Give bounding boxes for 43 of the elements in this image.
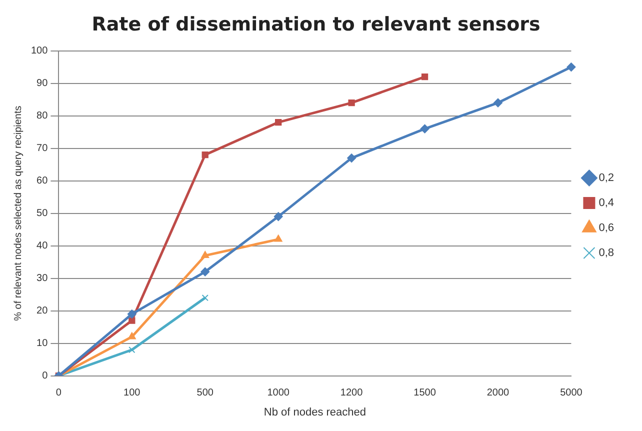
legend-label: 0,8 <box>598 247 614 260</box>
y-axis-title: % of relevant nodes selected as query recipients <box>12 106 24 321</box>
y-tick-label: 10 <box>36 338 48 350</box>
y-tick-label: 70 <box>36 143 48 154</box>
point <box>128 317 136 324</box>
x-tick-label: 1200 <box>340 388 364 399</box>
point <box>128 346 136 354</box>
chart-title: Rate of dissemination to relevant sensors <box>92 13 540 36</box>
y-tick-label: 60 <box>36 176 48 187</box>
legend-label: 0,6 <box>598 222 614 234</box>
point <box>348 99 355 106</box>
point <box>421 73 428 80</box>
y-tick-label: 20 <box>36 306 48 317</box>
y-tick-label: 0 <box>42 370 48 382</box>
point <box>201 251 210 258</box>
x-axis-title: Nb of nodes reached <box>264 406 366 418</box>
y-tick-label: 50 <box>36 208 48 220</box>
x-tick-label: 5000 <box>560 388 583 399</box>
point <box>493 98 502 108</box>
legend-label: 0,2 <box>598 172 614 184</box>
point <box>275 118 282 126</box>
point <box>202 151 208 158</box>
x-tick-label: 100 <box>124 388 141 399</box>
y-tick-label: 80 <box>36 110 48 122</box>
x-tick-label: 1500 <box>414 388 436 399</box>
y-tick-label: 100 <box>30 46 48 57</box>
y-tick-label: 30 <box>36 273 48 284</box>
point <box>274 212 283 222</box>
point <box>202 294 208 302</box>
legend-label: 0,4 <box>598 197 614 210</box>
x-tick-label: 2000 <box>486 388 510 399</box>
y-tick-label: 40 <box>36 240 48 252</box>
point <box>200 267 210 276</box>
point <box>127 310 136 319</box>
point <box>128 332 136 340</box>
point <box>420 124 430 134</box>
point <box>347 154 356 163</box>
point <box>274 234 282 242</box>
x-tick-label: 1000 <box>267 388 290 399</box>
x-tick-label: 500 <box>196 388 214 399</box>
point <box>566 62 576 72</box>
y-tick-label: 90 <box>36 78 48 90</box>
x-tick-label: 0 <box>56 388 62 399</box>
